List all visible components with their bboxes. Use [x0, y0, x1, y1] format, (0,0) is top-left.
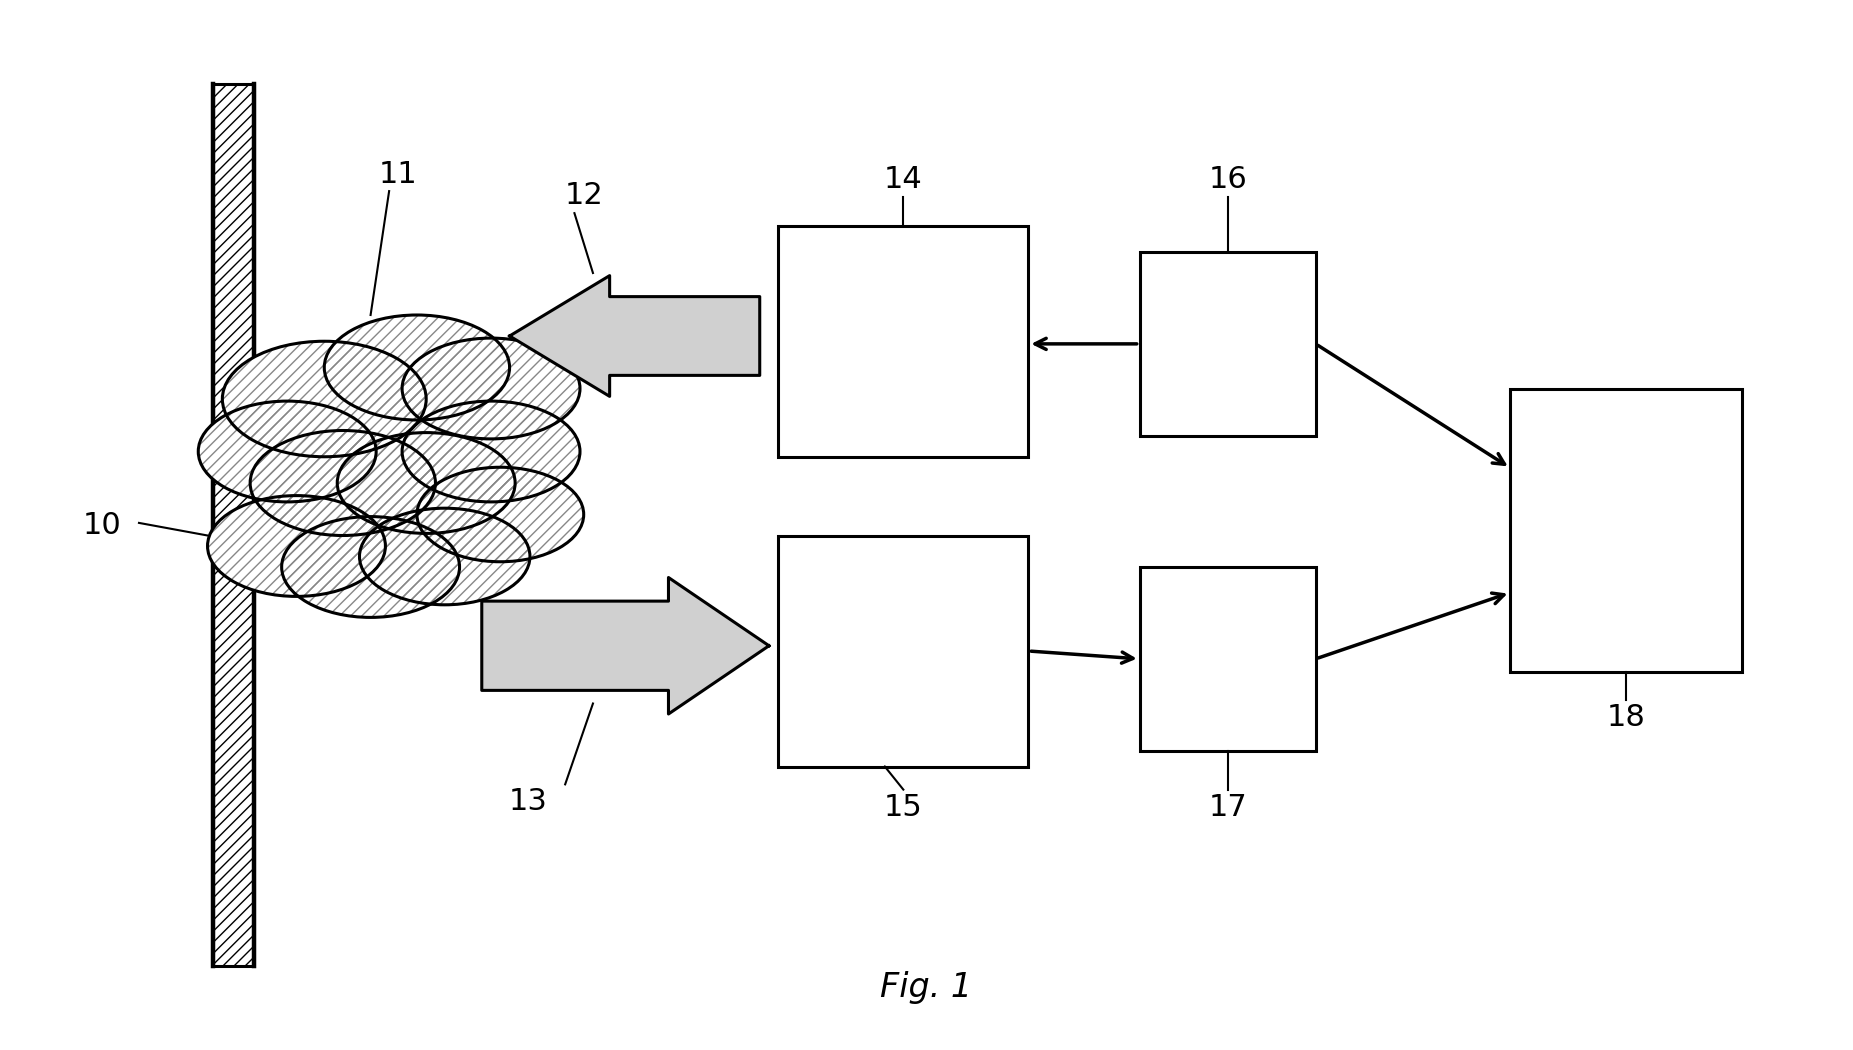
- Circle shape: [359, 508, 530, 605]
- Bar: [213, 84, 254, 966]
- Bar: [1140, 567, 1316, 751]
- Text: Fig. 1: Fig. 1: [880, 970, 973, 1004]
- Text: 16: 16: [1208, 165, 1247, 194]
- Text: 13: 13: [510, 788, 547, 817]
- Circle shape: [402, 338, 580, 439]
- Bar: [1140, 252, 1316, 436]
- Text: 11: 11: [380, 160, 417, 189]
- Text: 15: 15: [884, 793, 923, 822]
- Text: 10: 10: [83, 510, 120, 540]
- Text: 12: 12: [565, 181, 602, 210]
- Polygon shape: [482, 578, 769, 714]
- Bar: [778, 536, 1028, 766]
- Circle shape: [417, 467, 584, 562]
- Polygon shape: [510, 275, 760, 396]
- Circle shape: [282, 517, 460, 617]
- Circle shape: [250, 430, 435, 536]
- Circle shape: [324, 315, 510, 420]
- Circle shape: [222, 341, 426, 457]
- Circle shape: [402, 401, 580, 502]
- Text: 17: 17: [1208, 793, 1247, 822]
- Bar: [1510, 388, 1742, 672]
- Text: 14: 14: [884, 165, 923, 194]
- Bar: [778, 226, 1028, 457]
- Circle shape: [208, 496, 385, 596]
- Circle shape: [337, 433, 515, 533]
- Circle shape: [198, 401, 376, 502]
- Text: 18: 18: [1607, 704, 1645, 733]
